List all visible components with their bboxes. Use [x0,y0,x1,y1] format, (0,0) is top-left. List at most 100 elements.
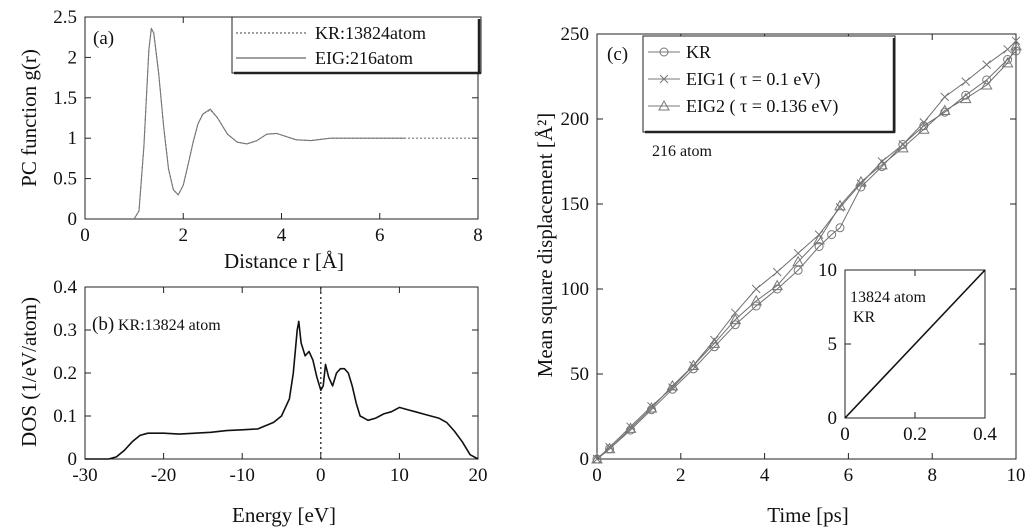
data-point-triangle [938,104,951,115]
x-tick-label: 0 [80,225,90,246]
plot-frame [84,286,479,460]
y-tick-label: 0.3 [53,320,77,341]
data-point-triangle [792,255,804,267]
data-point-triangle [980,78,993,90]
series-line [133,27,405,220]
data-point-triangle [687,359,700,370]
x-tick-label: 0 [840,424,850,445]
panel-a-xlabel: Distance r [Å] [224,249,344,273]
panel-a-plot-area: 0 2 4 6 8 0 0.5 1 1.5 2 2.5 [53,7,483,246]
y-tick-label: 0 [828,408,838,429]
plot-frame [596,33,1017,460]
data-point-triangle [813,233,825,245]
x-tick-label: 8 [927,465,937,486]
inset-annotation-count: 13824 atom [850,289,927,306]
data-point-cross [961,77,971,86]
panel-a: 0 2 4 6 8 0 0.5 1 1.5 2 2.5 (a) Distance r [Å] PC … [17,7,483,273]
legend-c-swatch-eig2 [648,99,680,111]
data-point-triangle [855,175,867,187]
y-tick-label: 0 [68,449,78,470]
series-line [596,45,1017,460]
data-point-cross [940,92,950,102]
y-tick-label: 0 [580,449,590,470]
data-point-triangle [876,158,888,170]
x-tick-label: -30 [72,465,97,486]
x-tick-label: 2 [179,225,189,246]
legend-c-label-eig2: EIG2 ( τ = 0.136 eV) [686,96,838,117]
data-point-triangle [897,141,909,153]
panel-a-label: (a) [93,28,114,49]
data-point-circle [814,242,824,251]
series-line [844,269,986,419]
data-point-triangle [1001,56,1014,68]
x-tick-label: 6 [844,465,854,486]
panel-b: -30 -20 -10 0 10 20 0 0.1 0.2 0.3 0.4 (b) KR:13824… [17,277,488,527]
data-point-cross [772,267,782,277]
data-point-circle [982,75,992,85]
data-point-cross [751,284,761,294]
data-point-triangle [624,422,637,433]
series-line [85,320,479,460]
data-point-triangle [603,442,616,454]
data-point-cross [626,422,635,432]
data-point-cross [982,60,992,69]
inset-annotation-method: KR [853,309,876,326]
panel-b-plot-area: -30 -20 -10 0 10 20 0 0.1 0.2 0.3 0.4 [53,277,487,486]
x-tick-label: 6 [375,225,385,246]
legend-a-label-kr: KR:13824atom [315,23,426,43]
y-tick-label: 0 [68,209,78,230]
y-tick-label: 0.5 [53,169,77,190]
legend-c-swatch-kr [648,47,680,57]
y-tick-label: 100 [561,279,590,300]
x-tick-label: 8 [473,225,483,246]
data-point-triangle [959,92,972,104]
x-tick-label: -10 [230,465,255,486]
x-tick-label: 0.4 [973,424,997,445]
panel-b-ylabel: DOS (1/eV/atom) [17,297,41,447]
legend-c-swatch-eig1 [648,74,680,84]
panel-c-annotation: 216 atom [652,143,713,160]
data-point-triangle [645,401,658,413]
data-point-cross [793,248,803,258]
legend-a-label-eig: EIG:216atom [315,48,413,68]
y-tick-label: 2 [68,47,78,68]
x-tick-label: 0.2 [903,424,927,445]
y-tick-label: 200 [561,109,590,130]
x-tick-label: 2 [676,465,686,486]
data-point-circle [827,230,837,240]
y-tick-label: 0.1 [53,406,77,427]
data-point-triangle [917,123,930,134]
y-tick-label: 0.2 [53,363,77,384]
legend-c-label-kr: KR [686,42,711,62]
data-point-triangle [729,313,742,325]
data-point-triangle [750,294,763,306]
data-point-cross [1003,44,1012,54]
x-tick-label: 4 [760,465,770,486]
data-point-triangle [1010,39,1022,51]
x-tick-label: 10 [1007,465,1026,486]
panel-c-legend: KR EIG1 ( τ = 0.1 eV) EIG2 ( τ = 0.136 e… [642,35,896,134]
y-tick-label: 2.5 [53,7,77,28]
data-point-cross [605,442,614,452]
panel-b-annotation: KR:13824 atom [118,317,221,334]
inset-plot-area: 0 0.2 0.4 0 5 10 [818,260,997,445]
y-tick-label: 10 [818,260,837,281]
y-tick-label: 1 [68,128,78,149]
data-point-triangle [708,337,721,348]
data-point-triangle [591,452,603,464]
panel-c-xlabel: Time [ps] [767,503,849,527]
panel-c-ylabel: Mean square displacement [Å²] [533,113,557,378]
y-tick-label: 150 [561,194,590,215]
x-tick-label: 10 [390,465,409,486]
panel-a-legend: KR:13824atom EIG:216atom [231,16,482,75]
y-tick-label: 0.4 [53,277,77,298]
y-tick-label: 1.5 [53,88,77,109]
y-tick-label: 250 [561,24,590,45]
data-point-cross [730,308,740,318]
y-tick-label: 5 [828,334,838,355]
panel-c-inset: 0 0.2 0.4 0 5 10 13824 atom KR [818,260,997,445]
data-point-triangle [834,199,846,211]
